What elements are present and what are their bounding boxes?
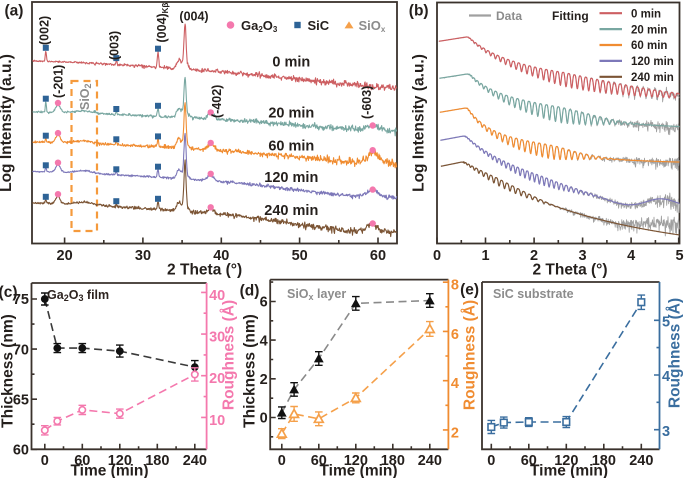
svg-text:8: 8 [451,278,459,294]
svg-text:(002): (002) [38,16,52,45]
svg-text:0: 0 [433,248,441,264]
svg-text:120: 120 [344,453,368,469]
svg-text:0: 0 [260,411,268,427]
svg-text:30: 30 [209,330,225,346]
svg-text:180: 180 [592,453,616,469]
svg-text:0 min: 0 min [272,55,310,71]
svg-text:Roughness (Å): Roughness (Å) [667,298,684,408]
svg-text:Ga2O3 film: Ga2O3 film [47,288,109,303]
svg-text:20 min: 20 min [268,106,314,122]
svg-text:2: 2 [451,425,459,441]
svg-text:10: 10 [209,413,225,429]
svg-text:Log Intensity (a.u.): Log Intensity (a.u.) [411,54,428,192]
svg-text:20: 20 [209,371,225,387]
svg-text:4: 4 [451,376,459,392]
svg-text:240: 240 [183,453,207,469]
svg-text:5: 5 [675,248,683,264]
svg-text:70: 70 [13,342,29,358]
svg-text:50: 50 [292,248,308,264]
svg-text:240: 240 [629,453,653,469]
svg-text:0: 0 [41,453,49,469]
svg-text:(003): (003) [108,31,122,60]
svg-text:60: 60 [370,248,386,264]
svg-text:2: 2 [530,248,538,264]
svg-text:Ga2O3: Ga2O3 [241,18,278,34]
svg-text:(e): (e) [460,282,479,299]
svg-text:120: 120 [108,453,132,469]
svg-text:4: 4 [662,369,670,385]
svg-text:180: 180 [145,453,169,469]
svg-text:3: 3 [662,424,670,440]
svg-text:(d): (d) [240,283,260,300]
svg-text:6: 6 [260,295,268,311]
svg-text:(a): (a) [5,2,24,19]
svg-text:Time (min): Time (min) [530,463,608,478]
svg-text:20 min: 20 min [631,24,667,36]
svg-text:120 min: 120 min [631,56,674,68]
svg-text:Thickness (nm): Thickness (nm) [0,314,17,428]
svg-text:120 min: 120 min [264,170,318,186]
svg-text:SiOx: SiOx [359,18,386,34]
svg-text:3: 3 [579,248,587,264]
svg-text:Thickness (nm): Thickness (nm) [242,314,259,428]
svg-text:SiO2: SiO2 [78,83,93,110]
svg-text:65: 65 [13,392,29,408]
svg-text:Roughness (Å): Roughness (Å) [462,300,479,410]
svg-text:(-402): (-402) [210,85,224,118]
svg-text:20: 20 [57,248,73,264]
svg-text:1: 1 [481,248,489,264]
svg-text:2 Theta (°): 2 Theta (°) [167,262,242,279]
svg-text:0: 0 [487,453,495,469]
svg-text:Fitting: Fitting [552,9,589,23]
svg-text:60: 60 [74,453,90,469]
svg-text:60 min: 60 min [268,138,314,154]
svg-text:0: 0 [278,453,286,469]
svg-text:Time (min): Time (min) [319,463,397,478]
svg-text:(-201): (-201) [52,65,66,98]
svg-text:60: 60 [521,453,537,469]
svg-text:SiC: SiC [308,18,330,33]
svg-text:4: 4 [627,248,635,264]
svg-text:2 Theta (°): 2 Theta (°) [532,262,607,279]
svg-text:4: 4 [260,333,268,349]
svg-text:60: 60 [311,453,327,469]
svg-text:Roughness (Å): Roughness (Å) [221,300,238,410]
svg-text:(c): (c) [0,284,17,301]
svg-text:Log Intensity (a.u.): Log Intensity (a.u.) [0,54,15,192]
svg-text:Time (min): Time (min) [70,463,148,478]
svg-text:180: 180 [381,453,405,469]
svg-text:60 min: 60 min [631,40,667,52]
svg-text:120: 120 [554,453,578,469]
svg-text:2: 2 [260,372,268,388]
svg-text:60: 60 [13,443,29,459]
svg-text:240 min: 240 min [264,203,318,219]
svg-text:(-603): (-603) [360,86,374,119]
svg-text:30: 30 [135,248,151,264]
svg-text:0 min: 0 min [631,8,661,20]
svg-text:75: 75 [13,292,29,308]
svg-text:(b): (b) [409,3,429,20]
svg-text:(004): (004) [179,10,208,24]
svg-text:6: 6 [451,327,459,343]
svg-text:Data: Data [496,9,522,23]
svg-text:240: 240 [418,453,442,469]
svg-text:SiOx layer: SiOx layer [287,287,346,302]
svg-text:5: 5 [662,315,670,331]
svg-text:SiC substrate: SiC substrate [493,287,574,301]
svg-text:240 min: 240 min [631,72,674,84]
svg-text:40: 40 [209,288,225,304]
svg-text:40: 40 [213,248,229,264]
